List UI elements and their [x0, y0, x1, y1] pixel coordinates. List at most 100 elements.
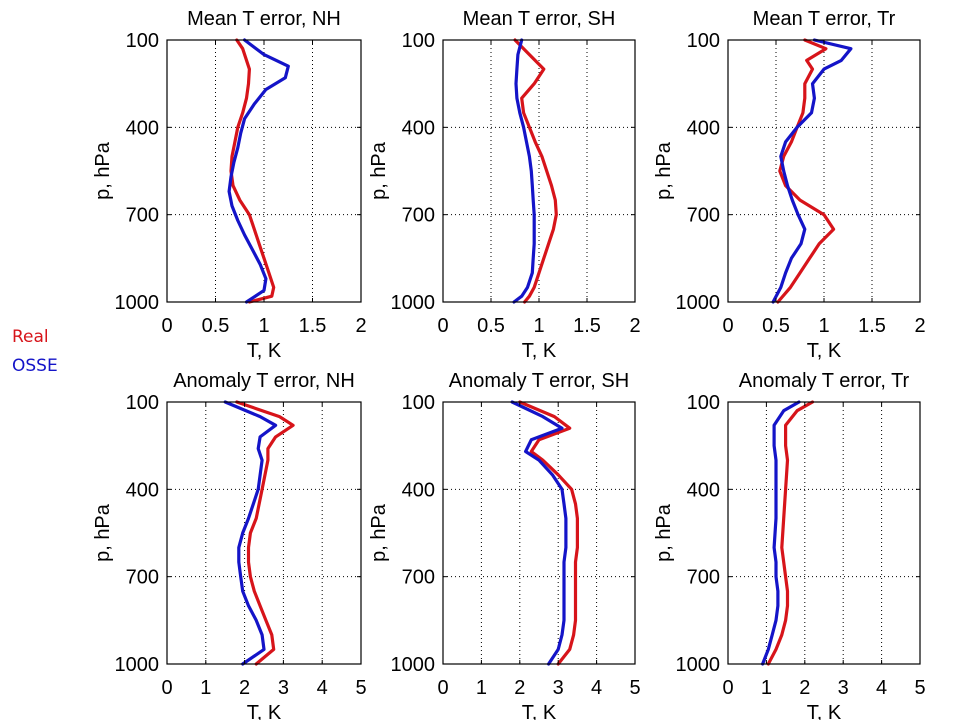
x-tick-label: 0	[161, 315, 172, 337]
y-tick-label: 1000	[391, 654, 436, 676]
chart-title: Anomaly T error, SH	[449, 370, 629, 392]
y-tick-label: 100	[126, 30, 159, 52]
y-tick-label: 700	[687, 567, 720, 589]
series-line-real	[235, 400, 295, 666]
series-line-real	[766, 400, 815, 666]
x-tick-label: 1	[200, 677, 211, 699]
x-tick-label: 5	[355, 677, 366, 699]
x-tick-label: 0	[722, 677, 733, 699]
x-tick-label: 0.5	[762, 315, 790, 337]
x-tick-label: 3	[278, 677, 289, 699]
y-axis-label: p, hPa	[653, 503, 675, 562]
y-tick-label: 400	[687, 117, 720, 139]
y-tick-label: 100	[402, 392, 435, 414]
x-tick-label: 2	[514, 677, 525, 699]
legend-entry-osse: OSSE	[12, 356, 58, 376]
y-axis-label: p, hPa	[368, 141, 390, 200]
chart-title: Anomaly T error, NH	[173, 370, 355, 392]
legend-entry-real: Real	[12, 327, 49, 347]
chart-panel-1: 0 0.5 1 1.5 2 100 400 700 1000 Mean T error, NH T,…	[92, 8, 367, 362]
chart-panel-2: 0 0.5 1 1.5 2 100 400 700 1000 Mean T error, SH T,…	[368, 8, 641, 362]
series-line-osse	[227, 38, 290, 304]
x-tick-label: 2	[239, 677, 250, 699]
y-tick-label: 700	[126, 567, 159, 589]
y-tick-label: 400	[126, 117, 159, 139]
y-axis-label: p, hPa	[92, 503, 114, 562]
plot-frame	[727, 39, 921, 303]
x-tick-label: 4	[317, 677, 328, 699]
chart-panel-6: 0 1 2 3 4 5 100 400 700 1000 Anomaly T error, Tr T,…	[653, 370, 926, 720]
y-tick-label: 700	[402, 567, 435, 589]
y-tick-label: 1000	[676, 654, 721, 676]
y-tick-label: 1000	[676, 292, 721, 314]
x-tick-label: 0	[437, 677, 448, 699]
y-axis-label: p, hPa	[92, 141, 114, 200]
series-line-real	[518, 400, 580, 666]
y-tick-label: 700	[402, 205, 435, 227]
x-tick-label: 2	[629, 315, 640, 337]
y-tick-label: 700	[126, 205, 159, 227]
y-tick-label: 100	[687, 392, 720, 414]
y-tick-label: 100	[687, 30, 720, 52]
chart-title: Mean T error, NH	[187, 8, 341, 30]
x-axis-label: T, K	[522, 340, 557, 362]
series-line-osse	[223, 400, 278, 666]
x-tick-label: 0.5	[202, 315, 230, 337]
y-tick-label: 1000	[115, 292, 160, 314]
plot-frame	[727, 401, 921, 665]
x-tick-label: 1.5	[299, 315, 327, 337]
y-tick-label: 100	[402, 30, 435, 52]
x-tick-label: 1	[761, 677, 772, 699]
series-line-real	[229, 38, 276, 304]
y-tick-label: 700	[687, 205, 720, 227]
series-line-real	[513, 38, 558, 304]
chart-panel-3: 0 0.5 1 1.5 2 100 400 700 1000 Mean T error, Tr T,…	[653, 8, 926, 362]
x-tick-label: 0	[722, 315, 733, 337]
x-axis-label: T, K	[247, 702, 282, 720]
x-tick-label: 1	[818, 315, 829, 337]
chart-panel-5: 0 1 2 3 4 5 100 400 700 1000 Anomaly T error, SH T,…	[368, 370, 641, 720]
x-tick-label: 2	[799, 677, 810, 699]
chart-title: Anomaly T error, Tr	[739, 370, 910, 392]
chart-title: Mean T error, SH	[463, 8, 616, 30]
x-tick-label: 5	[914, 677, 925, 699]
x-axis-label: T, K	[522, 702, 557, 720]
x-tick-label: 1.5	[858, 315, 886, 337]
x-axis-label: T, K	[807, 702, 842, 720]
x-axis-label: T, K	[247, 340, 282, 362]
series-line-osse	[510, 400, 568, 666]
x-tick-label: 0	[437, 315, 448, 337]
y-tick-label: 400	[687, 479, 720, 501]
series-line-osse	[512, 38, 536, 304]
y-axis-label: p, hPa	[368, 503, 390, 562]
plot-frame	[166, 401, 362, 665]
y-tick-label: 1000	[391, 292, 436, 314]
y-axis-label: p, hPa	[653, 141, 675, 200]
x-tick-label: 1	[258, 315, 269, 337]
x-tick-label: 1.5	[573, 315, 601, 337]
series-line-real	[776, 38, 836, 304]
x-tick-label: 0	[161, 677, 172, 699]
x-tick-label: 4	[876, 677, 887, 699]
y-tick-label: 400	[402, 479, 435, 501]
x-tick-label: 5	[629, 677, 640, 699]
y-tick-label: 400	[402, 117, 435, 139]
x-tick-label: 1	[533, 315, 544, 337]
chart-title: Mean T error, Tr	[753, 8, 896, 30]
series-line-osse	[760, 400, 801, 666]
series-line-osse	[771, 38, 853, 304]
x-tick-label: 2	[355, 315, 366, 337]
x-tick-label: 3	[838, 677, 849, 699]
x-tick-label: 3	[553, 677, 564, 699]
plot-frame	[442, 401, 636, 665]
chart-panel-4: 0 1 2 3 4 5 100 400 700 1000 Anomaly T error, NH T,…	[92, 370, 367, 720]
x-tick-label: 1	[476, 677, 487, 699]
y-tick-label: 100	[126, 392, 159, 414]
x-tick-label: 4	[591, 677, 602, 699]
x-tick-label: 2	[914, 315, 925, 337]
x-axis-label: T, K	[807, 340, 842, 362]
x-tick-label: 0.5	[477, 315, 505, 337]
y-tick-label: 1000	[115, 654, 160, 676]
y-tick-label: 400	[126, 479, 159, 501]
